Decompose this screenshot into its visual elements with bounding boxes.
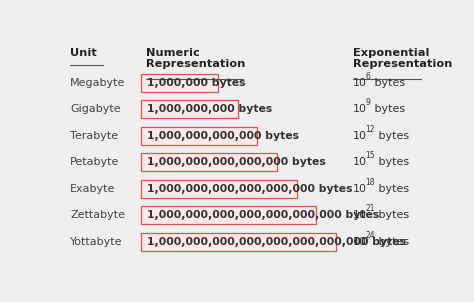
Text: Exponential
Representation: Exponential Representation	[353, 48, 453, 69]
Text: bytes: bytes	[375, 237, 409, 247]
Text: Yottabyte: Yottabyte	[70, 237, 123, 247]
Text: Unit: Unit	[70, 48, 97, 58]
Text: 1,000,000,000,000,000,000 bytes: 1,000,000,000,000,000,000 bytes	[146, 184, 352, 194]
Text: 10: 10	[353, 131, 367, 141]
Text: Gigabyte: Gigabyte	[70, 104, 121, 114]
Text: bytes: bytes	[375, 131, 409, 141]
Text: 1,000,000,000,000 bytes: 1,000,000,000,000 bytes	[146, 131, 299, 141]
Text: bytes: bytes	[371, 104, 405, 114]
Text: 6: 6	[365, 72, 371, 81]
Text: 15: 15	[365, 151, 375, 160]
Text: 9: 9	[365, 98, 371, 107]
Text: 1,000,000,000,000,000,000,000,000 bytes: 1,000,000,000,000,000,000,000,000 bytes	[146, 237, 406, 247]
FancyBboxPatch shape	[141, 206, 316, 224]
Text: 1,000,000,000 bytes: 1,000,000,000 bytes	[146, 104, 272, 114]
Text: bytes: bytes	[371, 78, 405, 88]
Text: 18: 18	[365, 178, 375, 187]
Text: 1,000,000,000,000,000 bytes: 1,000,000,000,000,000 bytes	[146, 157, 326, 167]
Text: 10: 10	[353, 104, 367, 114]
Text: 10: 10	[353, 210, 367, 220]
Text: Numeric
Representation: Numeric Representation	[146, 48, 245, 69]
Text: 1,000,000,000,000,000,000,000 bytes: 1,000,000,000,000,000,000,000 bytes	[146, 210, 379, 220]
Text: 10: 10	[353, 237, 367, 247]
Text: 10: 10	[353, 184, 367, 194]
Text: bytes: bytes	[375, 184, 409, 194]
Text: Zettabyte: Zettabyte	[70, 210, 125, 220]
Text: 10: 10	[353, 157, 367, 167]
FancyBboxPatch shape	[141, 100, 238, 118]
Text: 24: 24	[365, 231, 375, 240]
Text: 1,000,000 bytes: 1,000,000 bytes	[146, 78, 245, 88]
FancyBboxPatch shape	[141, 233, 336, 251]
Text: Megabyte: Megabyte	[70, 78, 126, 88]
Text: bytes: bytes	[375, 157, 409, 167]
Text: bytes: bytes	[375, 210, 409, 220]
Text: Exabyte: Exabyte	[70, 184, 116, 194]
Text: 10: 10	[353, 78, 367, 88]
Text: Petabyte: Petabyte	[70, 157, 119, 167]
FancyBboxPatch shape	[141, 180, 297, 198]
FancyBboxPatch shape	[141, 153, 277, 171]
FancyBboxPatch shape	[141, 127, 257, 145]
Text: 12: 12	[365, 125, 375, 134]
Text: 21: 21	[365, 204, 375, 213]
Text: Terabyte: Terabyte	[70, 131, 118, 141]
FancyBboxPatch shape	[141, 74, 219, 92]
